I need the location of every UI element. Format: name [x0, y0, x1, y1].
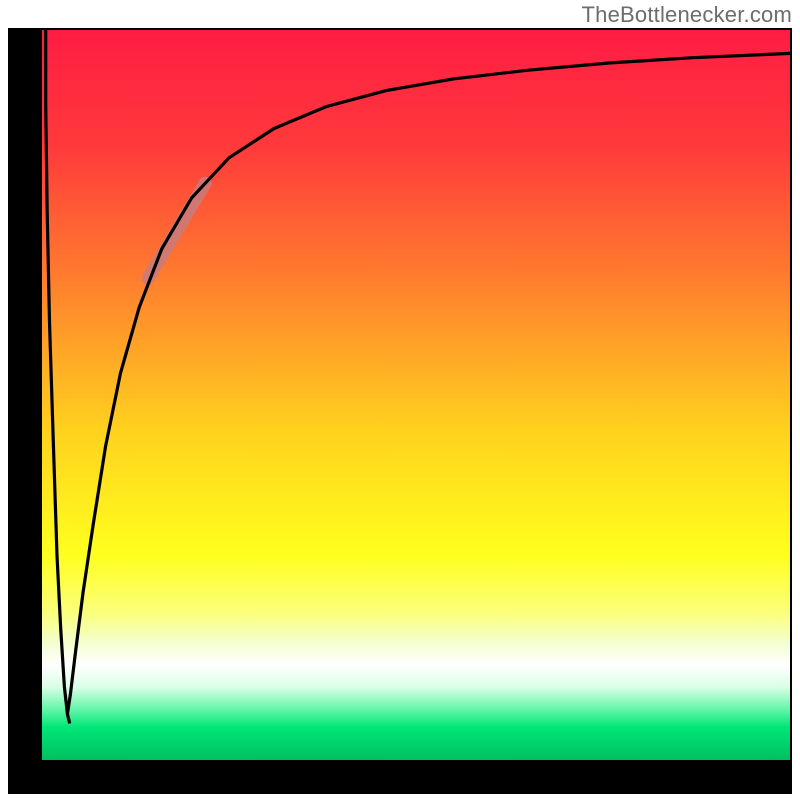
gradient-rect [42, 30, 790, 760]
chart-canvas: TheBottlenecker.com [0, 0, 800, 800]
chart-svg [0, 0, 800, 800]
attribution-text: TheBottlenecker.com [582, 2, 792, 28]
